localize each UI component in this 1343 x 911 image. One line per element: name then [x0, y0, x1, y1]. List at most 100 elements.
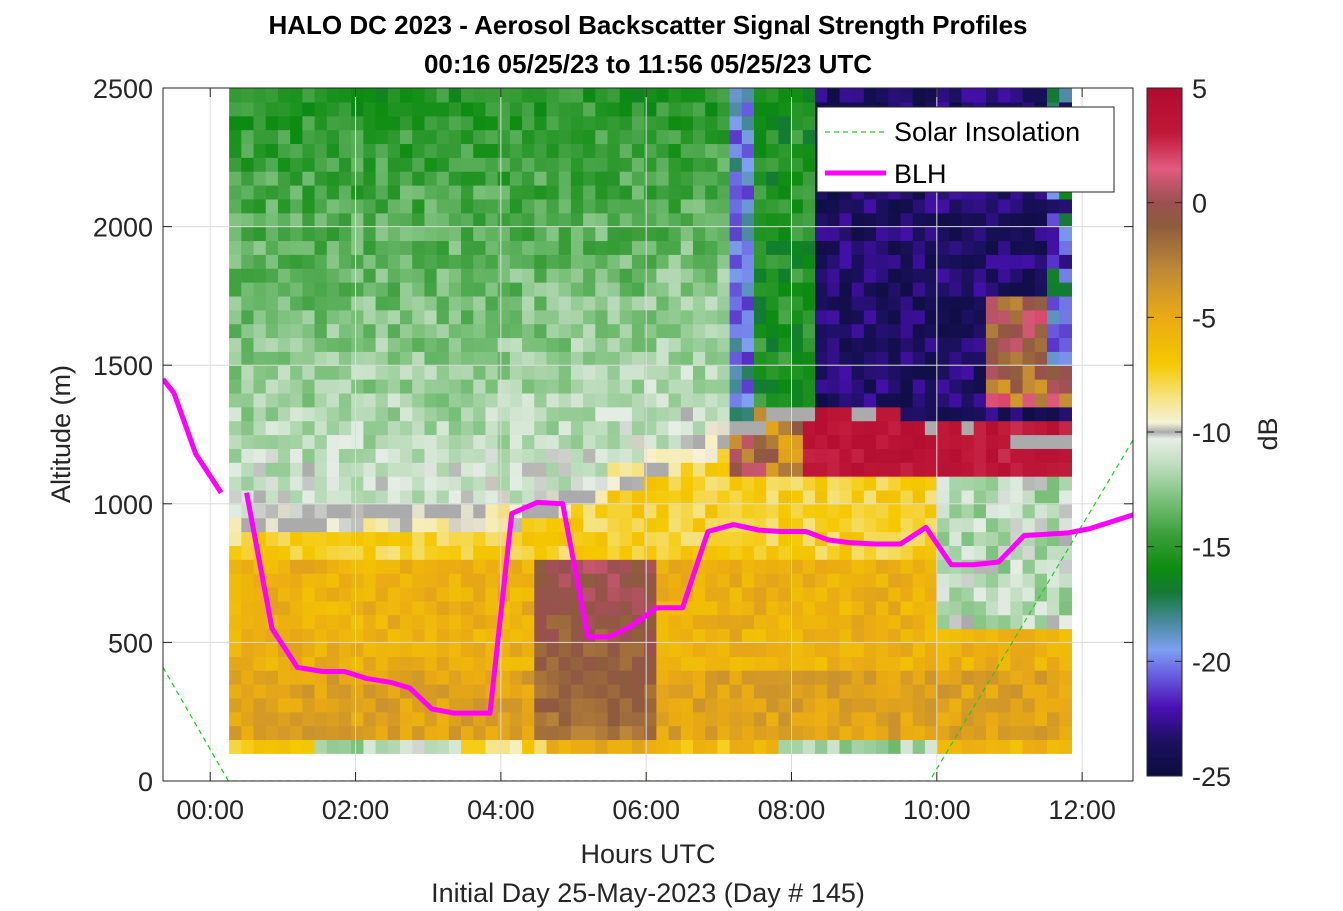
- heatmap-cell: [839, 434, 853, 449]
- heatmap-cell: [876, 462, 889, 477]
- heatmap-cell: [424, 725, 438, 741]
- heatmap-cell: [534, 282, 548, 297]
- heatmap-cell: [1022, 240, 1036, 255]
- heatmap-cell: [778, 323, 792, 339]
- heatmap-cell: [998, 656, 1011, 671]
- heatmap-cell: [326, 309, 340, 325]
- heatmap-cell: [595, 101, 609, 117]
- heatmap-cell: [839, 739, 853, 754]
- heatmap-cell: [973, 656, 987, 671]
- heatmap-cell: [363, 143, 377, 158]
- heatmap-cell: [485, 351, 499, 366]
- heatmap-cell: [754, 670, 767, 685]
- heatmap-cell: [741, 642, 755, 657]
- heatmap-cell: [509, 642, 523, 657]
- heatmap-cell: [863, 282, 877, 297]
- heatmap-cell: [277, 517, 291, 533]
- heatmap-cell: [570, 476, 584, 491]
- heatmap-cell: [1034, 268, 1048, 283]
- heatmap-cell: [1046, 600, 1060, 616]
- heatmap-cell: [961, 697, 975, 713]
- heatmap-cell: [839, 282, 853, 297]
- heatmap-cell: [1034, 226, 1048, 242]
- heatmap-cell: [631, 559, 645, 574]
- heatmap-cell: [241, 268, 255, 283]
- heatmap-cell: [497, 739, 511, 754]
- heatmap-cell: [265, 365, 279, 380]
- heatmap-cell: [985, 517, 999, 533]
- heatmap-cell: [778, 656, 792, 671]
- heatmap-cell: [1059, 739, 1072, 754]
- heatmap-cell: [705, 351, 718, 366]
- heatmap-cell: [1046, 420, 1060, 436]
- heatmap-cell: [546, 545, 560, 560]
- heatmap-cell: [595, 365, 609, 380]
- heatmap-cell: [509, 309, 523, 325]
- heatmap-cell: [729, 476, 743, 491]
- heatmap-cell: [485, 143, 499, 158]
- heatmap-cell: [778, 614, 792, 630]
- heatmap-cell: [692, 725, 706, 741]
- heatmap-cell: [863, 545, 877, 560]
- heatmap-cell: [363, 683, 377, 699]
- heatmap-cell: [656, 725, 670, 741]
- heatmap-cell: [436, 406, 450, 422]
- heatmap-cell: [998, 683, 1011, 699]
- heatmap-cell: [619, 365, 633, 380]
- heatmap-cell: [644, 295, 657, 311]
- heatmap-cell: [387, 226, 401, 242]
- heatmap-cell: [717, 254, 731, 269]
- heatmap-cell: [754, 503, 767, 519]
- heatmap-cell: [876, 337, 889, 352]
- heatmap-cell: [729, 295, 743, 311]
- heatmap-cell: [644, 434, 657, 449]
- heatmap-cell: [924, 448, 938, 463]
- heatmap-cell: [741, 697, 755, 713]
- heatmap-cell: [949, 420, 963, 436]
- heatmap-cell: [583, 683, 596, 699]
- heatmap-cell: [839, 573, 853, 588]
- heatmap-cell: [729, 614, 743, 630]
- heatmap-cell: [1034, 88, 1048, 103]
- heatmap-cell: [949, 282, 963, 297]
- heatmap-cell: [900, 212, 914, 228]
- heatmap-cell: [619, 226, 633, 242]
- heatmap-cell: [644, 337, 657, 352]
- heatmap-cell: [790, 614, 804, 630]
- heatmap-cell: [668, 365, 682, 380]
- heatmap-cell: [1046, 697, 1060, 713]
- heatmap-cell: [888, 365, 902, 380]
- heatmap-cell: [961, 503, 975, 519]
- heatmap-cell: [412, 725, 426, 741]
- heatmap-cell: [253, 503, 267, 519]
- y-axis-label: Altitude (m): [46, 365, 76, 503]
- heatmap-cell: [546, 683, 560, 699]
- heatmap-cell: [961, 434, 975, 449]
- x-tick-label: 04:00: [467, 795, 535, 825]
- heatmap-cell: [461, 586, 474, 602]
- heatmap-cell: [595, 254, 609, 269]
- heatmap-cell: [827, 614, 841, 630]
- heatmap-cell: [326, 365, 340, 380]
- heatmap-cell: [326, 171, 340, 186]
- heatmap-cell: [900, 392, 914, 408]
- heatmap-cell: [436, 489, 450, 505]
- heatmap-cell: [766, 185, 780, 200]
- colorbar-tick-label: -15: [1192, 533, 1231, 563]
- heatmap-cell: [937, 392, 950, 408]
- heatmap-cell: [473, 462, 487, 477]
- heatmap-cell: [522, 392, 535, 408]
- heatmap-cell: [497, 185, 511, 200]
- heatmap-cell: [607, 282, 621, 297]
- heatmap-cell: [314, 573, 328, 588]
- heatmap-cell: [351, 434, 364, 449]
- heatmap-cell: [729, 379, 743, 394]
- colorbar-label: dB: [1253, 417, 1283, 450]
- heatmap-cell: [522, 434, 535, 449]
- heatmap-cell: [1046, 351, 1060, 366]
- heatmap-cell: [1022, 586, 1036, 602]
- heatmap-cell: [888, 323, 902, 339]
- heatmap-cell: [290, 517, 303, 533]
- heatmap-cell: [302, 628, 316, 643]
- heatmap-cell: [229, 198, 242, 214]
